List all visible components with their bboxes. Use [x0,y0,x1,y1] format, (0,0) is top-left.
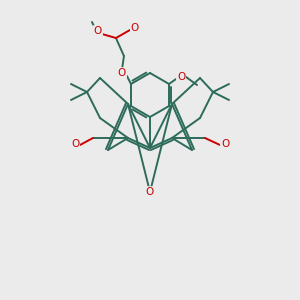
Text: O: O [146,187,154,197]
Text: O: O [118,68,126,78]
Text: O: O [221,139,229,149]
Text: O: O [177,72,185,82]
Text: O: O [131,23,139,33]
Text: O: O [71,139,79,149]
Text: O: O [94,26,102,36]
